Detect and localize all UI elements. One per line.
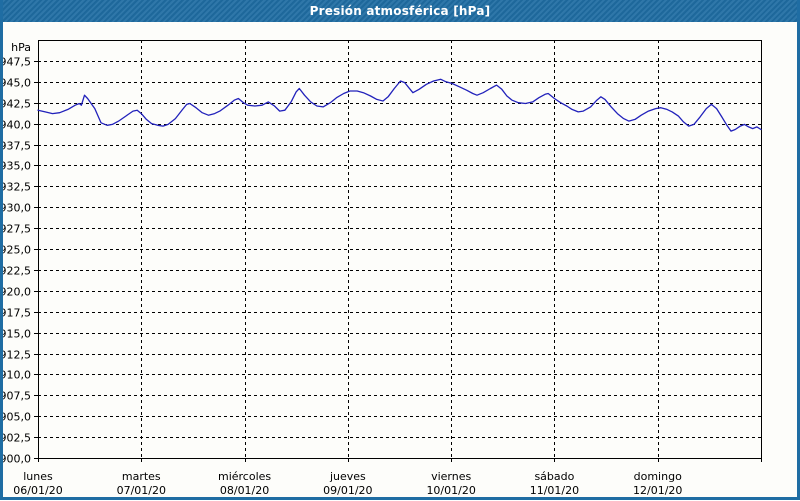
y-tick-label: 907,5 <box>3 390 31 403</box>
y-tick-label: 937,5 <box>3 140 31 153</box>
y-tick-label: 925,0 <box>3 244 31 257</box>
y-tick-label: 915,0 <box>3 328 31 341</box>
window-titlebar: Presión atmosférica [hPa] <box>3 0 797 22</box>
y-tick-label: 912,5 <box>3 349 31 362</box>
x-date-label: 06/01/20 <box>13 484 62 497</box>
y-tick-label: 947,5 <box>3 56 31 69</box>
y-tick-label: 900,0 <box>3 453 31 466</box>
window-title: Presión atmosférica [hPa] <box>309 4 491 18</box>
chart-content: 947,5 945,0 942,5 940,0 937,5 935,0 932,5 930,0… <box>0 22 797 497</box>
y-tick-label: 902,5 <box>3 432 31 445</box>
y-tick-label: 945,0 <box>3 77 31 90</box>
y-tick-label: 930,0 <box>3 202 31 215</box>
y-tick-label: 910,0 <box>3 369 31 382</box>
x-date-label: 08/01/20 <box>220 484 269 497</box>
y-axis-unit-label: hPa <box>11 41 31 54</box>
x-day-label: martes <box>122 470 161 483</box>
x-date-label: 07/01/20 <box>117 484 166 497</box>
y-tick-label: 940,0 <box>3 119 31 132</box>
y-tick-label: 932,5 <box>3 181 31 194</box>
y-tick-label: 942,5 <box>3 98 31 111</box>
pressure-chart: 947,5 945,0 942,5 940,0 937,5 935,0 932,5 930,0… <box>0 40 762 497</box>
x-day-label: jueves <box>329 470 366 483</box>
y-tick-label: 905,0 <box>3 411 31 424</box>
x-day-label: sábado <box>534 470 574 483</box>
y-tick-label: 917,5 <box>3 307 31 320</box>
x-day-label: domingo <box>634 470 682 483</box>
y-tick-label: 935,0 <box>3 160 31 173</box>
plot-border <box>38 40 762 459</box>
x-day-label: miércoles <box>218 470 271 483</box>
y-tick-label: 920,0 <box>3 286 31 299</box>
x-date-label: 10/01/20 <box>426 484 475 497</box>
x-date-label: 09/01/20 <box>323 484 372 497</box>
x-day-label: viernes <box>431 470 471 483</box>
x-day-label: lunes <box>23 470 53 483</box>
x-date-label: 12/01/20 <box>633 484 682 497</box>
x-date-label: 11/01/20 <box>530 484 579 497</box>
y-tick-label: 922,5 <box>3 265 31 278</box>
y-tick-label: 927,5 <box>3 223 31 236</box>
pressure-line-series <box>37 78 762 132</box>
